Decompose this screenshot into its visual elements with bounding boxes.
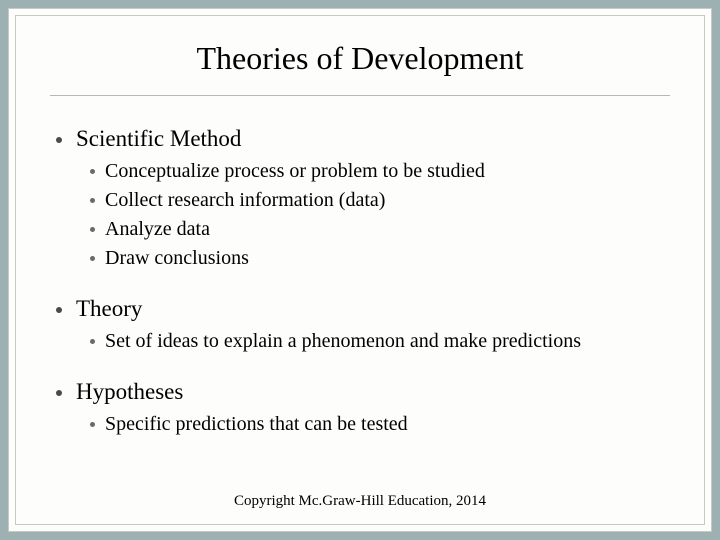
bullet-icon <box>90 256 95 261</box>
list-item: Set of ideas to explain a phenomenon and… <box>90 328 670 355</box>
list-item: Collect research information (data) <box>90 187 670 214</box>
list-item: Specific predictions that can be tested <box>90 411 670 438</box>
bullet-icon <box>90 227 95 232</box>
bullet-icon <box>56 137 62 143</box>
list-item: Analyze data <box>90 216 670 243</box>
bullet-icon <box>90 339 95 344</box>
section-label: Hypotheses <box>76 377 183 407</box>
section-theory: Theory Set of ideas to explain a phenome… <box>56 294 670 355</box>
sub-list: Set of ideas to explain a phenomenon and… <box>56 328 670 355</box>
title-divider <box>50 95 670 96</box>
sub-item-label: Set of ideas to explain a phenomenon and… <box>105 328 581 355</box>
section-hypotheses: Hypotheses Specific predictions that can… <box>56 377 670 438</box>
sub-item-label: Specific predictions that can be tested <box>105 411 408 438</box>
list-item: Conceptualize process or problem to be s… <box>90 158 670 185</box>
sub-item-label: Conceptualize process or problem to be s… <box>105 158 485 185</box>
sub-list: Conceptualize process or problem to be s… <box>56 158 670 272</box>
bullet-icon <box>56 307 62 313</box>
bullet-icon <box>56 390 62 396</box>
sub-item-label: Analyze data <box>105 216 210 243</box>
bullet-icon <box>90 422 95 427</box>
sub-list: Specific predictions that can be tested <box>56 411 670 438</box>
bullet-list: Scientific Method Conceptualize process … <box>50 124 670 438</box>
sub-item-label: Draw conclusions <box>105 245 249 272</box>
slide-title: Theories of Development <box>50 40 670 77</box>
slide-outer-frame: Theories of Development Scientific Metho… <box>0 0 720 540</box>
bullet-icon <box>90 169 95 174</box>
copyright-footer: Copyright Mc.Graw-Hill Education, 2014 <box>16 493 704 510</box>
slide-mid-frame: Theories of Development Scientific Metho… <box>8 8 712 532</box>
list-item: Draw conclusions <box>90 245 670 272</box>
sub-item-label: Collect research information (data) <box>105 187 385 214</box>
section-label: Theory <box>76 294 142 324</box>
section-label: Scientific Method <box>76 124 241 154</box>
bullet-icon <box>90 198 95 203</box>
section-scientific-method: Scientific Method Conceptualize process … <box>56 124 670 272</box>
slide-content: Theories of Development Scientific Metho… <box>15 15 705 525</box>
